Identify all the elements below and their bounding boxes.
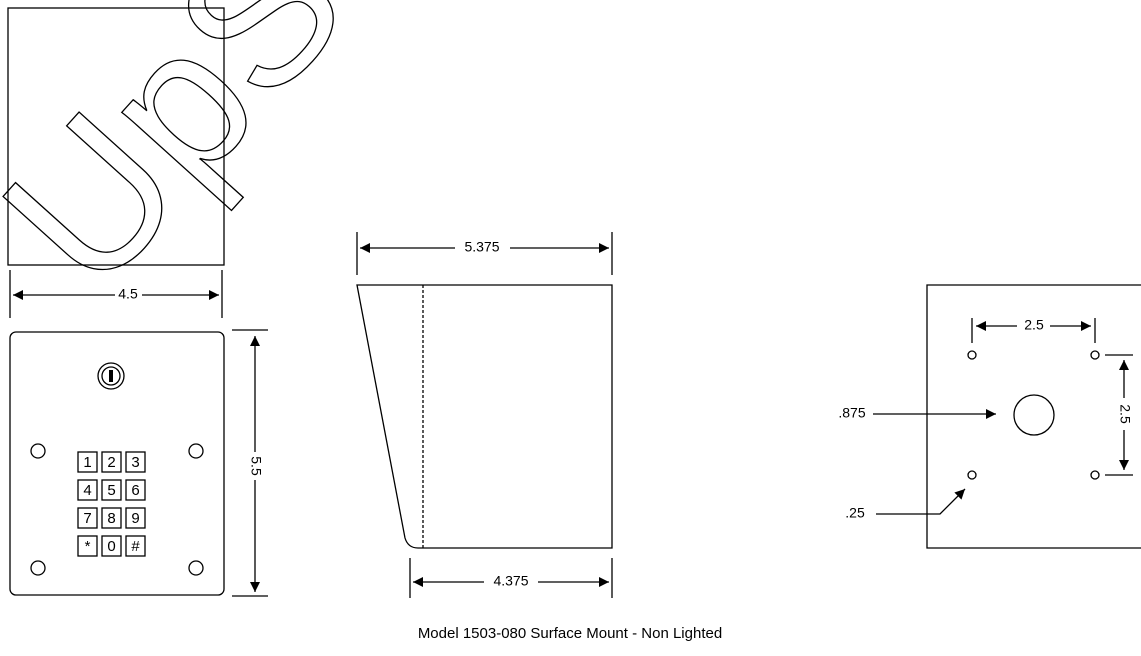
key [125, 451, 146, 473]
hole [30, 560, 46, 576]
top-view [7, 7, 225, 266]
key-label: 2 [107, 454, 115, 471]
key-label: 3 [131, 454, 139, 471]
key-label: 0 [107, 538, 115, 555]
key-slot [109, 370, 113, 382]
hole [967, 350, 977, 360]
back-plate [926, 284, 1141, 549]
hole [967, 470, 977, 480]
key-lock [97, 362, 125, 390]
dimension-label: 5.375 [464, 239, 499, 255]
key [101, 507, 122, 529]
key-label: 7 [83, 510, 91, 527]
key-label: 1 [83, 454, 91, 471]
key-label: 8 [107, 510, 115, 527]
key-label: 5 [107, 482, 115, 499]
key [77, 479, 98, 501]
hole [1090, 470, 1100, 480]
dimension-label: .875 [838, 405, 865, 421]
watermark: UpSw [0, 0, 484, 329]
key-label: 6 [131, 482, 139, 499]
center-hole [1013, 394, 1055, 436]
caption: Model 1503-080 Surface Mount - Non Light… [418, 625, 722, 642]
key [101, 451, 122, 473]
dimension-label: 2.5 [1024, 317, 1044, 333]
key-label: # [131, 538, 140, 555]
dimension-label: 5.5 [248, 456, 264, 476]
key [125, 535, 146, 557]
hole [188, 560, 204, 576]
key [101, 479, 122, 501]
hole [1090, 350, 1100, 360]
side-view [356, 284, 613, 549]
keypad: 1 2 3 4 5 6 7 8 9 * 0 # [77, 451, 146, 557]
key [125, 507, 146, 529]
key [101, 535, 122, 557]
leader-line [876, 488, 966, 515]
key [125, 479, 146, 501]
key-label: 4 [83, 482, 91, 499]
dimension-label: 2.5 [1117, 404, 1133, 424]
key-label: * [85, 538, 91, 555]
hole [188, 443, 204, 459]
key-label: 9 [131, 510, 139, 527]
key [77, 507, 98, 529]
front-panel [9, 331, 225, 596]
hole [30, 443, 46, 459]
dimension-label: 4.375 [493, 573, 528, 589]
key-lock [101, 366, 121, 386]
dimension-label: .25 [845, 505, 865, 521]
key [77, 535, 98, 557]
dimension-label: 4.5 [118, 286, 138, 302]
key [77, 451, 98, 473]
